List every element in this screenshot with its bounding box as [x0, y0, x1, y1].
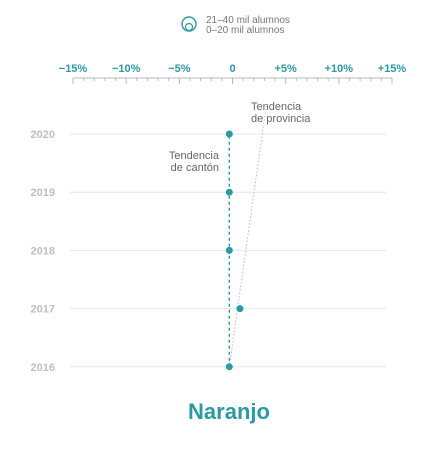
small-circle-icon [184, 22, 194, 32]
data-point-2019 [225, 188, 233, 196]
province-trend-annotation-line: Tendencia [251, 101, 302, 113]
data-point-2020 [225, 130, 233, 138]
province-trend-annotation-line: de provincia [251, 113, 311, 125]
year-label: 2017 [31, 304, 55, 316]
data-point-2017 [236, 305, 244, 313]
canton-trend-annotation-line: Tendencia [169, 150, 220, 162]
legend-label-small: 0–20 mil alumnos [206, 25, 284, 36]
legend-label-large: 21–40 mil alumnos [206, 15, 290, 26]
x-tick-label: 0 [229, 63, 235, 75]
x-tick-label: −10% [112, 63, 141, 75]
x-tick-label: −15% [59, 63, 88, 75]
year-label: 2018 [31, 245, 55, 257]
data-point-2018 [225, 246, 233, 254]
chart-title: Naranjo [188, 399, 270, 424]
year-label: 2019 [31, 187, 55, 199]
x-tick-label: −5% [168, 63, 191, 75]
legend: 21–40 mil alumnos 0–20 mil alumnos [181, 15, 290, 36]
data-points [225, 130, 244, 371]
province-trend-line [228, 105, 267, 367]
canton-trend-annotation-line: de cantón [171, 162, 219, 174]
x-axis: −15% −10% −5% 0 +5% +10% +15% [59, 63, 407, 84]
data-point-2016 [225, 363, 233, 371]
x-tick-label: +15% [378, 63, 407, 75]
year-label: 2016 [31, 362, 55, 374]
trend-lines [228, 105, 267, 367]
x-tick-label: +10% [325, 63, 354, 75]
year-label: 2020 [31, 129, 55, 141]
x-tick-label: +5% [275, 63, 298, 75]
